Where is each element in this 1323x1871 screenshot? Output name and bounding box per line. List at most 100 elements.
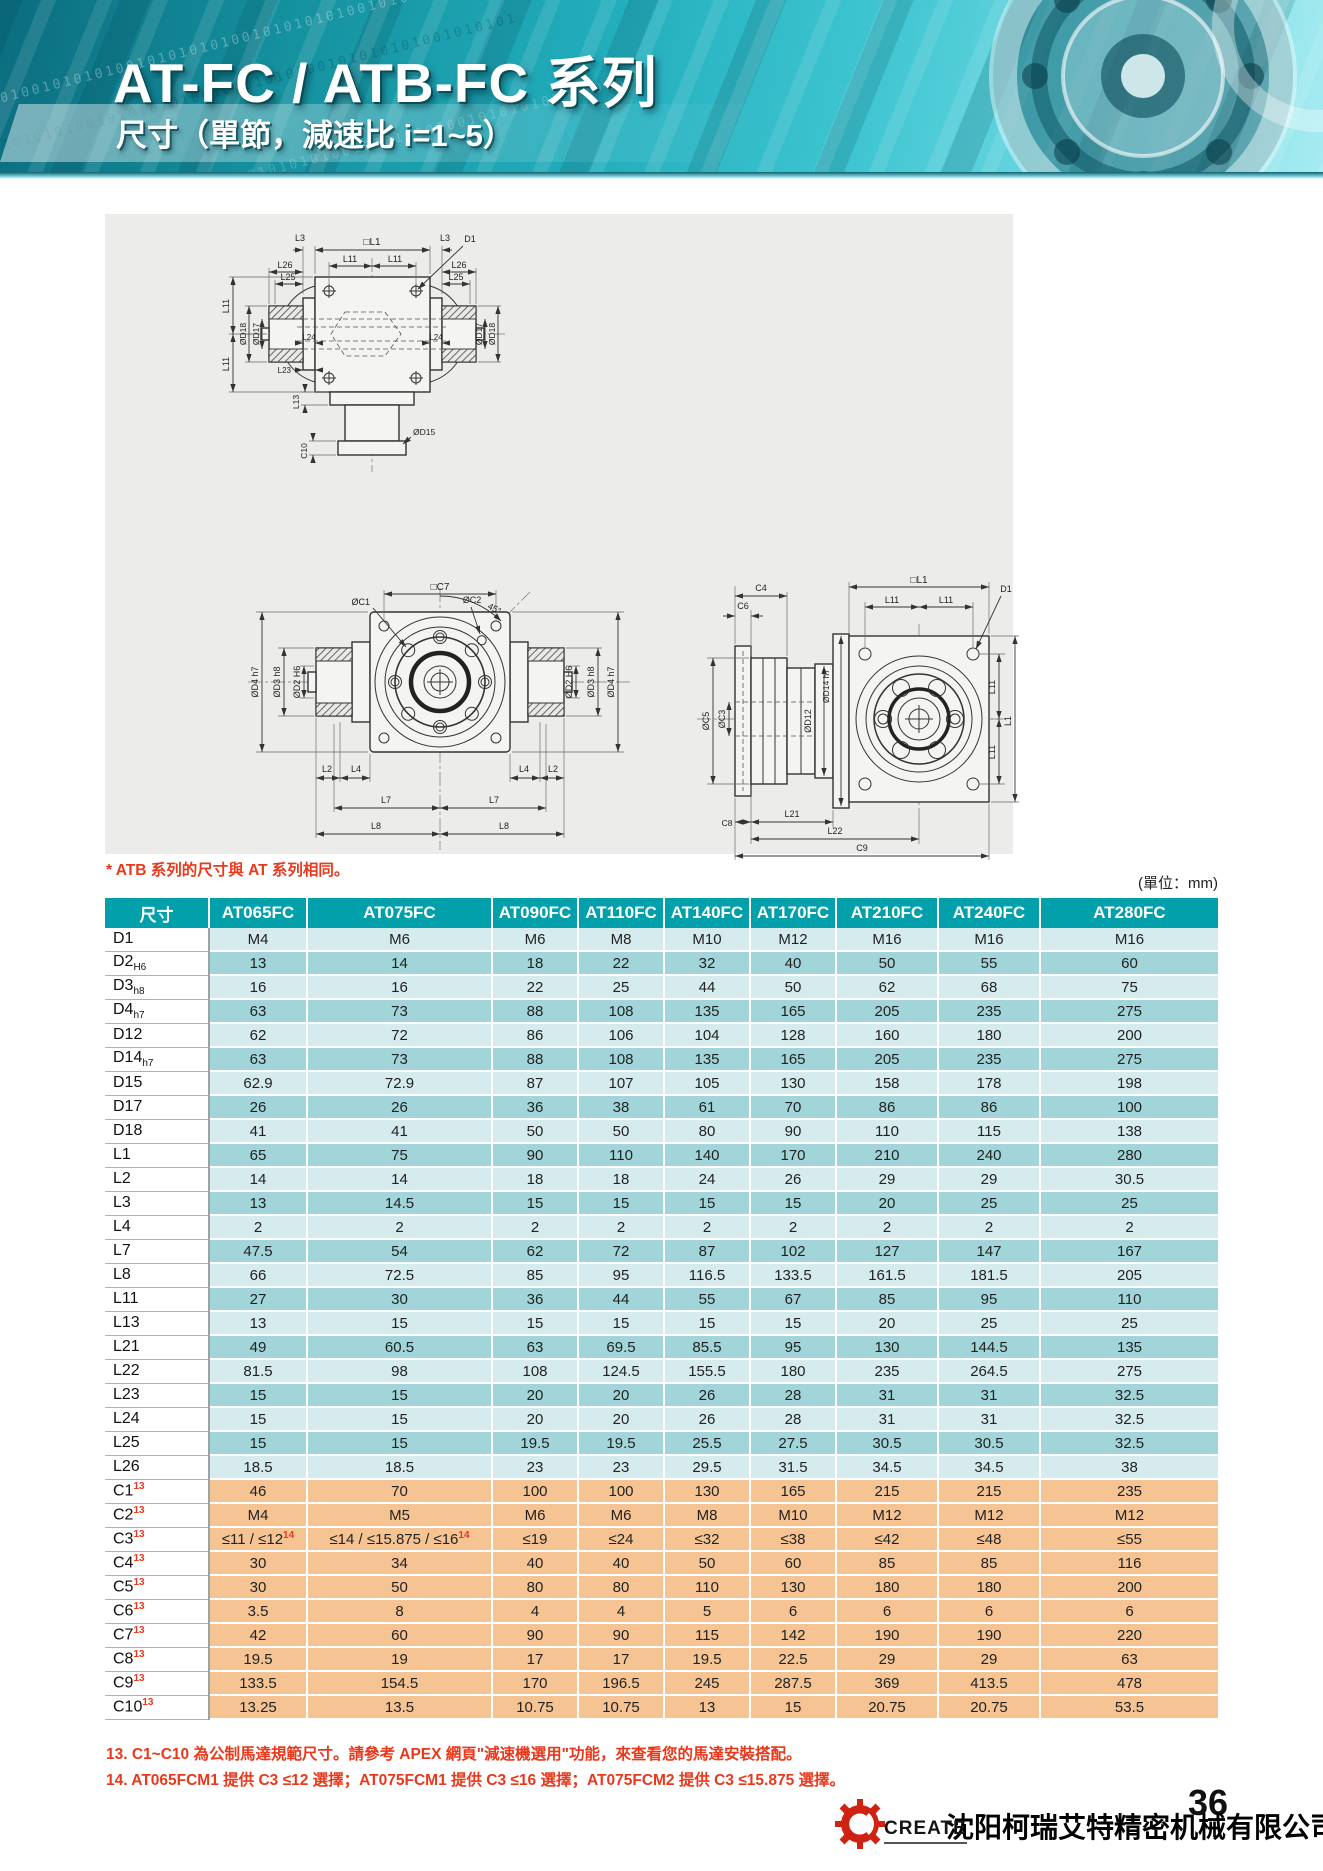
drawing-side-view: C4 C6 □L1 L11 L11 D1 ØC5 ØC3 ØD12 ØD14 h… <box>697 576 1019 860</box>
dim-value-cell: 62 <box>491 1239 578 1264</box>
dim-value-cell: M16 <box>1039 928 1218 952</box>
dim-value-cell: 22 <box>577 951 664 976</box>
table-row: L26 18.5 18.5 23 23 29.5 31.5 34.5 34.5 38 <box>105 1455 1218 1480</box>
dim-value-cell: M16 <box>937 928 1040 952</box>
dim-value-cell: 26 <box>749 1167 836 1192</box>
dim-value-cell: ≤14 / ≤15.875 / ≤1614 <box>306 1527 492 1552</box>
dim-value-cell: M12 <box>835 1503 938 1528</box>
dim-label-l8: L8 <box>371 821 381 831</box>
dim-row-label: C413 <box>105 1551 210 1576</box>
dim-value-cell: 29 <box>937 1167 1040 1192</box>
dim-value-cell: 105 <box>663 1071 750 1096</box>
dim-value-cell: 178 <box>937 1071 1040 1096</box>
dim-value-cell: 180 <box>937 1575 1040 1600</box>
dim-label-l11: L11 <box>987 745 997 759</box>
footnote-13: 13. C1~C10 為公制馬達規範尺寸。請參考 APEX 網頁"減速機選用"功… <box>106 1746 802 1763</box>
dim-value-cell: 50 <box>835 951 938 976</box>
dim-value-cell: 170 <box>749 1143 836 1168</box>
dim-value-cell: 88 <box>491 1047 578 1072</box>
dim-value-cell: 95 <box>749 1335 836 1360</box>
dim-value-cell: 27 <box>208 1287 307 1312</box>
dim-label-l2: L2 <box>548 764 558 774</box>
dim-value-cell: 63 <box>1039 1647 1218 1672</box>
table-row: C313 ≤11 / ≤1214 ≤14 / ≤15.875 / ≤1614 ≤19 ≤… <box>105 1527 1218 1552</box>
dim-value-cell: 72 <box>306 1023 492 1048</box>
dim-value-cell: 142 <box>749 1623 836 1648</box>
table-row: C213 M4 M5 M6 M6 M8 M10 M12 M12 M12 <box>105 1503 1218 1528</box>
table-row: L22 81.5 98 108 124.5 155.5 180 235 264.5 275 <box>105 1359 1218 1384</box>
dim-value-cell: M8 <box>663 1503 750 1528</box>
dim-value-cell: 108 <box>577 999 664 1024</box>
dim-label-l1v: L1 <box>1003 716 1013 726</box>
column-header-model: AT140FC <box>663 898 750 928</box>
dim-value-cell: 6 <box>749 1599 836 1624</box>
dim-value-cell: 32.5 <box>1039 1383 1218 1408</box>
dim-value-cell: 205 <box>1039 1263 1218 1288</box>
dim-value-cell: 22.5 <box>749 1647 836 1672</box>
dim-label-dc2: ØC2 <box>463 595 482 605</box>
dim-value-cell: 50 <box>491 1119 578 1144</box>
dim-value-cell: 478 <box>1039 1671 1218 1696</box>
dim-value-cell: M4 <box>208 1503 307 1528</box>
dim-value-cell: 25 <box>1039 1191 1218 1216</box>
dim-value-cell: 18 <box>491 951 578 976</box>
dim-value-cell: 275 <box>1039 1359 1218 1384</box>
dim-value-cell: 22 <box>491 975 578 1000</box>
dim-value-cell: 19.5 <box>577 1431 664 1456</box>
dim-row-label: L22 <box>105 1359 210 1384</box>
dim-label-dd4: ØD4 h7 <box>250 666 260 697</box>
dim-value-cell: 62.9 <box>208 1071 307 1096</box>
table-row: L11 27 30 36 44 55 67 85 95 110 <box>105 1287 1218 1312</box>
dim-value-cell: 13 <box>208 1311 307 1336</box>
dim-value-cell: 31 <box>835 1407 938 1432</box>
dim-value-cell: 15 <box>208 1407 307 1432</box>
dim-value-cell: 15 <box>208 1383 307 1408</box>
dim-value-cell: 108 <box>491 1359 578 1384</box>
dim-value-cell: 19.5 <box>491 1431 578 1456</box>
dim-value-cell: 14 <box>306 1167 492 1192</box>
dim-value-cell: 66 <box>208 1263 307 1288</box>
column-header-model: AT065FC <box>208 898 307 928</box>
dim-label-l11: L11 <box>885 595 899 605</box>
dim-label-l7: L7 <box>381 795 391 805</box>
dim-label-l21: L21 <box>784 809 799 819</box>
dim-value-cell: 6 <box>937 1599 1040 1624</box>
dim-label-dd2: ØD2 H6 <box>564 666 574 699</box>
dim-label-l7: L7 <box>489 795 499 805</box>
dim-value-cell: 2 <box>1039 1215 1218 1240</box>
dim-value-cell: 36 <box>491 1287 578 1312</box>
dim-value-cell: 180 <box>835 1575 938 1600</box>
dim-value-cell: 63 <box>208 999 307 1024</box>
dim-value-cell: 106 <box>577 1023 664 1048</box>
dim-value-cell: 19.5 <box>663 1647 750 1672</box>
dim-value-cell: 200 <box>1039 1575 1218 1600</box>
dim-value-cell: 15 <box>306 1407 492 1432</box>
dim-value-cell: 31.5 <box>749 1455 836 1480</box>
dim-label-dc3: ØC3 <box>717 710 727 729</box>
dim-value-cell: M10 <box>749 1503 836 1528</box>
dim-value-cell: 275 <box>1039 1047 1218 1072</box>
dim-value-cell: 98 <box>306 1359 492 1384</box>
dim-row-label: D12 <box>105 1023 210 1048</box>
dim-value-cell: 60.5 <box>306 1335 492 1360</box>
dim-value-cell: 205 <box>835 1047 938 1072</box>
column-header-model: AT210FC <box>835 898 938 928</box>
dim-value-cell: 110 <box>577 1143 664 1168</box>
table-row: L4 2 2 2 2 2 2 2 2 2 <box>105 1215 1218 1240</box>
dim-value-cell: 2 <box>749 1215 836 1240</box>
dim-value-cell: 13 <box>663 1695 750 1720</box>
dim-value-cell: ≤48 <box>937 1527 1040 1552</box>
dim-value-cell: 25 <box>937 1311 1040 1336</box>
dim-label-l3: L3 <box>295 233 305 243</box>
dim-value-cell: 20 <box>835 1191 938 1216</box>
dim-value-cell: 32.5 <box>1039 1431 1218 1456</box>
table-row: L1 65 75 90 110 140 170 210 240 280 <box>105 1143 1218 1168</box>
table-row: C813 19.5 19 17 17 19.5 22.5 29 29 63 <box>105 1647 1218 1672</box>
dim-label-c10: C10 <box>299 443 309 459</box>
dim-label-l11: L11 <box>221 357 231 371</box>
dim-value-cell: 13.5 <box>306 1695 492 1720</box>
dim-value-cell: 90 <box>491 1623 578 1648</box>
dim-value-cell: 10.75 <box>491 1695 578 1720</box>
dim-row-label: L4 <box>105 1215 210 1240</box>
dim-label-c9: C9 <box>856 843 868 853</box>
